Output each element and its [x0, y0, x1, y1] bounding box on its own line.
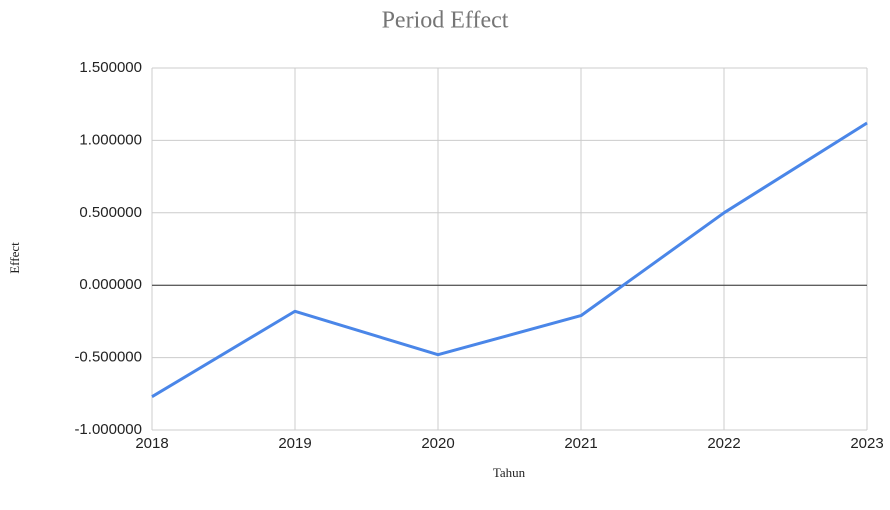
y-tick-label: -1.000000: [74, 421, 142, 438]
x-tick-label: 2023: [850, 435, 883, 452]
x-tick-label: 2022: [707, 435, 740, 452]
x-axis-label: Tahun: [493, 465, 526, 480]
line-series: [151, 121, 868, 398]
y-tick-label: 1.000000: [79, 131, 142, 148]
y-axis-label: Effect: [7, 242, 22, 274]
x-tick-label: 2019: [278, 435, 311, 452]
y-tick-label: 0.000000: [79, 276, 142, 293]
y-tick-label: 1.500000: [79, 59, 142, 76]
x-tick-label: 2021: [564, 435, 597, 452]
x-tick-label: 2020: [421, 435, 454, 452]
y-tick-label: -0.500000: [74, 349, 142, 366]
y-tick-label: 0.500000: [79, 204, 142, 221]
x-tick-label: 2018: [135, 435, 168, 452]
chart-title: Period Effect: [382, 8, 509, 34]
